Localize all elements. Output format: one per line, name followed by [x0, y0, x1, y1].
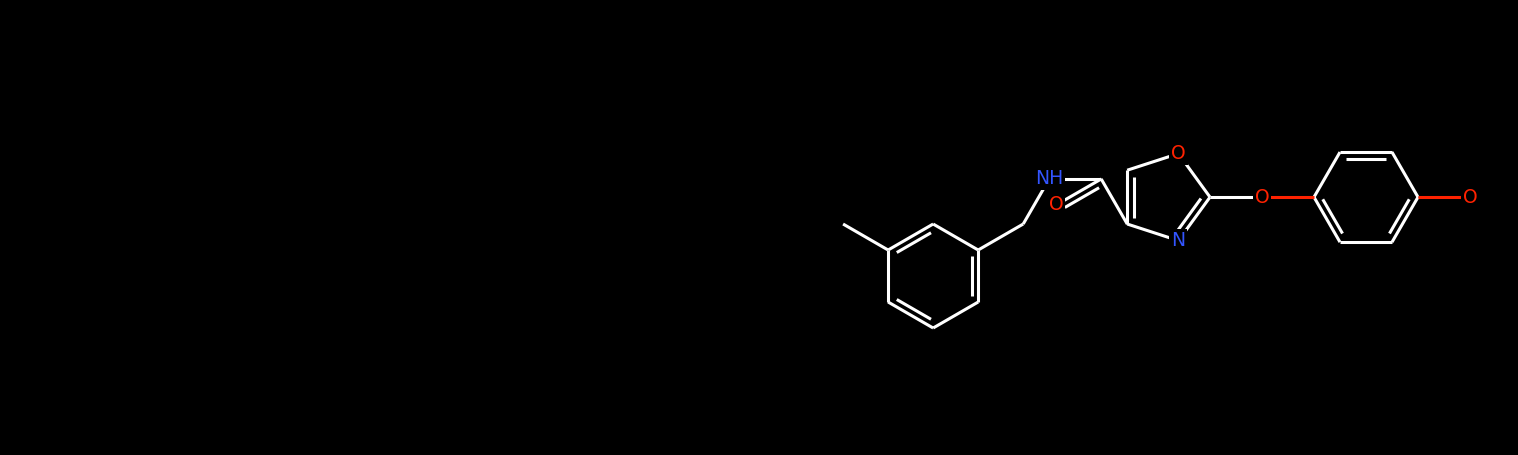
Text: O: O: [1170, 144, 1186, 163]
Text: O: O: [1255, 187, 1269, 207]
Text: N: N: [1172, 231, 1186, 250]
Text: O: O: [1049, 196, 1064, 214]
Text: NH: NH: [1035, 169, 1063, 188]
Text: O: O: [1463, 187, 1477, 207]
